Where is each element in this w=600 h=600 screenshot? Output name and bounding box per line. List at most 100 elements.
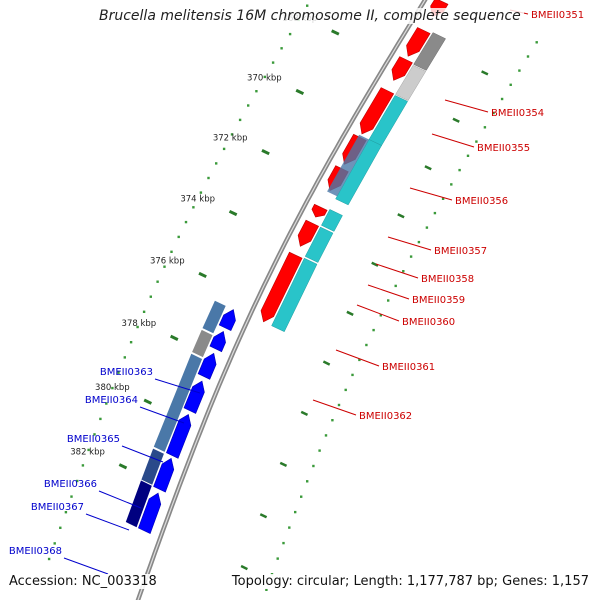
gc-dot	[247, 104, 250, 107]
topology-stats: Topology: circular; Length: 1,177,787 bp…	[228, 574, 592, 589]
gc-dot	[318, 449, 321, 452]
gc-dot	[306, 4, 309, 7]
minor-tick-mark	[481, 70, 489, 76]
forward-cds-arrow	[311, 203, 328, 218]
gene-label-reverse[interactable]: BMEII0368	[9, 546, 62, 557]
gene-label-reverse[interactable]: BMEII0366	[44, 479, 97, 490]
gc-dot	[394, 284, 397, 288]
gc-dot	[87, 448, 90, 452]
gc-dot	[409, 255, 413, 258]
gc-dot	[280, 47, 283, 50]
kbp-tick-label: 378 kbp	[122, 319, 157, 329]
gene-label-forward[interactable]: BMEII0360	[402, 317, 455, 328]
cog-category-block	[202, 300, 226, 334]
gc-dot	[149, 295, 152, 298]
minor-tick-mark	[300, 410, 309, 417]
cog-category-block	[125, 480, 152, 528]
gc-dot	[207, 176, 210, 180]
gene-leader-line	[444, 99, 489, 113]
gc-dot	[255, 90, 258, 93]
kbp-tick-label: 380 kbp	[95, 383, 130, 393]
gc-dot	[372, 328, 375, 332]
map-title: Brucella melitensis 16M chromosome II, c…	[96, 8, 524, 24]
gc-dot	[64, 511, 68, 514]
gc-dot	[351, 373, 354, 377]
gene-label-reverse[interactable]: BMEII0365	[67, 434, 120, 445]
gc-dot	[458, 168, 461, 172]
gc-dot	[331, 419, 334, 422]
gc-dot	[265, 588, 268, 591]
gc-dot	[518, 69, 521, 72]
gene-label-forward[interactable]: BMEII0358	[421, 274, 474, 285]
cog-category-block	[271, 257, 318, 333]
gc-dot	[59, 526, 62, 529]
gc-dot	[379, 314, 382, 317]
feature-track	[125, 0, 472, 535]
gene-label-forward[interactable]: BMEII0355	[477, 143, 530, 154]
gc-dot	[263, 75, 266, 79]
kbp-tick-mark	[198, 271, 207, 279]
reverse-cds-arrow	[138, 492, 162, 535]
kbp-tick-label: 374 kbp	[180, 194, 215, 204]
gc-dot	[238, 118, 242, 122]
cog-category-block	[153, 353, 203, 452]
gc-dot	[312, 464, 315, 468]
gene-leader-line	[139, 406, 185, 424]
gc-dot	[365, 343, 368, 347]
gc-dot	[271, 61, 275, 64]
gc-dot	[282, 541, 285, 545]
minor-tick-mark	[240, 564, 248, 571]
gc-dot	[105, 402, 108, 405]
gc-track-outer	[47, 4, 309, 561]
gc-dot	[475, 140, 478, 143]
gc-dot	[417, 240, 421, 244]
gene-label-reverse[interactable]: BMEII0364	[85, 395, 138, 406]
kbp-tick-label: 370 kbp	[247, 73, 282, 83]
forward-cds-arrow	[297, 219, 320, 247]
gc-dot	[294, 510, 297, 514]
gc-dot	[156, 280, 159, 283]
kbp-tick-label: 382 kbp	[70, 448, 105, 458]
minor-tick-mark	[452, 117, 460, 123]
gene-label-forward[interactable]: BMEII0362	[359, 411, 412, 422]
gc-dot	[483, 126, 487, 129]
cog-category-block	[395, 64, 427, 101]
gene-label-forward[interactable]: BMEII0357	[434, 246, 487, 257]
gc-dot	[70, 495, 73, 498]
reverse-cds-arrow	[218, 309, 236, 332]
gc-dot	[184, 220, 188, 224]
gene-label-forward[interactable]: BMEII0356	[455, 196, 508, 207]
gene-leader-line	[154, 378, 201, 394]
gene-leader-line	[387, 236, 432, 251]
gene-label-forward[interactable]: BMEII0354	[491, 108, 544, 119]
gc-dot	[111, 386, 114, 390]
gene-leader-line	[375, 263, 419, 279]
gene-label-forward[interactable]: BMEII0361	[382, 362, 435, 373]
gene-label-forward[interactable]: BMEII0359	[412, 295, 465, 306]
gc-dot	[402, 270, 405, 273]
minor-tick-mark	[279, 461, 288, 467]
forward-cds-arrow	[391, 56, 413, 81]
gc-dot	[47, 557, 51, 561]
forward-cds-arrow	[359, 87, 395, 135]
gc-dot	[117, 371, 120, 374]
reverse-cds-arrow	[209, 331, 226, 353]
gc-dot	[337, 403, 341, 407]
kbp-tick-mark	[169, 334, 179, 341]
gc-dot	[163, 265, 166, 268]
gene-label-reverse[interactable]: BMEII0367	[31, 502, 84, 513]
gc-dot	[76, 479, 79, 483]
cog-category-block	[304, 226, 334, 263]
gene-leader-line	[121, 445, 164, 463]
backbone-highlight	[137, 0, 426, 600]
gene-leader-line	[98, 490, 142, 509]
gene-label-forward[interactable]: BMEII0351	[531, 10, 584, 21]
gc-dot	[136, 325, 139, 329]
gc-dot	[450, 183, 453, 186]
gene-label-reverse[interactable]: BMEII0363	[100, 367, 153, 378]
gc-dot	[344, 388, 347, 392]
gc-dot	[433, 211, 437, 215]
gc-dot	[129, 341, 133, 344]
